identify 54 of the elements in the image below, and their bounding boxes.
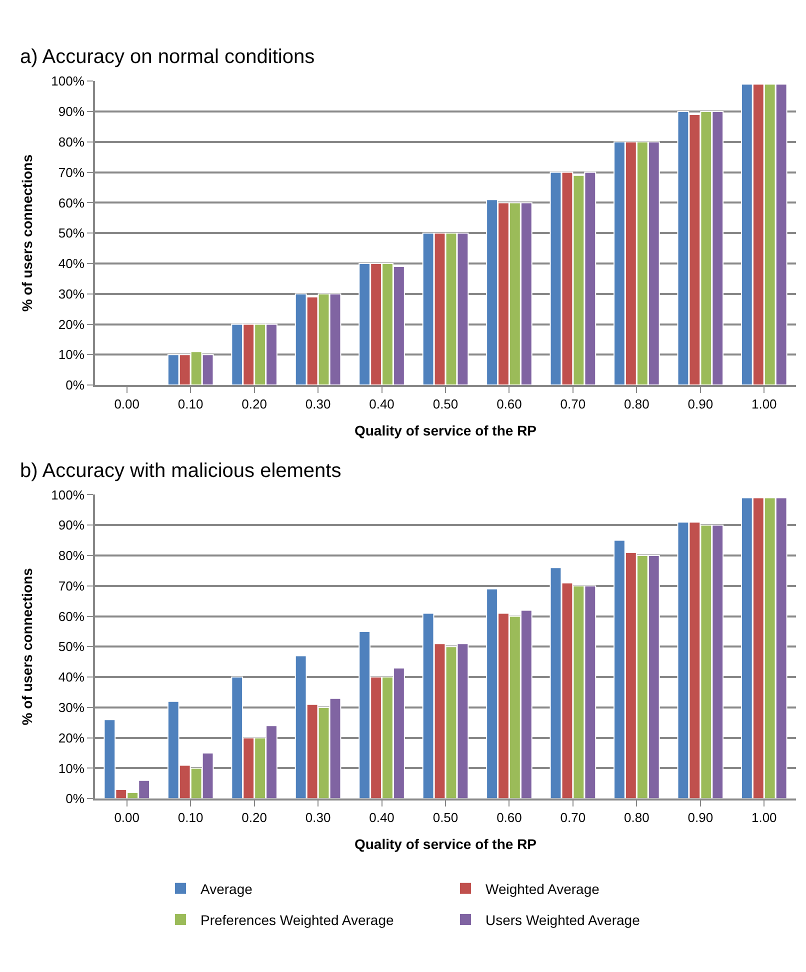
chart-title: b) Accuracy with malicious elements: [20, 460, 342, 482]
y-tick-label: 60%: [58, 195, 85, 210]
x-tick-label: 0.00: [114, 396, 140, 412]
x-tick-label: 1.00: [751, 396, 777, 412]
x-tick-label: 0.60: [496, 810, 522, 826]
y-tick-label: 30%: [58, 700, 85, 715]
y-tick-label: 50%: [58, 226, 85, 241]
y-tick-label: 90%: [58, 104, 85, 120]
x-tick-label: 0.40: [369, 396, 394, 412]
y-tick-label: 0%: [66, 378, 85, 393]
y-tick-label: 40%: [58, 670, 85, 685]
y-tick-label: 80%: [58, 134, 85, 150]
y-tick-label: 60%: [58, 608, 85, 624]
y-tick-label: 20%: [58, 730, 85, 746]
x-tick-label: 0.10: [178, 810, 204, 826]
legend-label: Users Weighted Average: [486, 912, 640, 928]
y-tick-label: 50%: [58, 639, 85, 654]
x-axis-title: Quality of service of the RP: [354, 422, 537, 438]
x-tick-label: 0.90: [688, 396, 714, 412]
x-tick-label: 0.70: [560, 396, 586, 412]
x-tick-label: 0.80: [624, 396, 650, 412]
x-tick-label: 0.40: [369, 810, 394, 826]
legend-label: Weighted Average: [486, 880, 600, 897]
y-tick-label: 100%: [51, 487, 85, 502]
x-tick-label: 0.60: [496, 396, 522, 412]
x-tick-label: 0.50: [432, 396, 458, 412]
x-axis-title: Quality of service of the RP: [354, 836, 537, 852]
x-tick-label: 0.50: [432, 810, 458, 826]
x-tick-label: 0.70: [560, 810, 586, 826]
y-tick-label: 90%: [58, 518, 85, 533]
chart-title: a) Accuracy on normal conditions: [20, 46, 315, 68]
y-axis-title: % of users connections: [19, 154, 36, 312]
legend-label: Average: [200, 880, 253, 897]
y-tick-label: 70%: [58, 578, 85, 594]
y-tick-label: 40%: [58, 256, 85, 272]
x-tick-label: 0.00: [114, 810, 140, 826]
y-tick-label: 10%: [58, 760, 85, 776]
x-tick-label: 0.20: [242, 810, 267, 826]
y-tick-label: 80%: [58, 548, 85, 564]
x-tick-label: 0.30: [305, 396, 331, 412]
x-tick-label: 0.90: [688, 810, 714, 826]
y-tick-label: 0%: [66, 791, 85, 806]
y-tick-label: 10%: [58, 347, 85, 362]
y-tick-label: 100%: [51, 74, 85, 89]
x-tick-label: 0.30: [305, 810, 331, 826]
legend-label: Preferences Weighted Average: [200, 912, 394, 928]
x-tick-label: 0.10: [178, 396, 204, 412]
x-tick-label: 0.80: [624, 810, 650, 826]
y-axis-title: % of users connections: [19, 568, 36, 726]
y-tick-label: 70%: [58, 164, 85, 180]
y-tick-label: 20%: [58, 316, 85, 332]
x-tick-label: 0.20: [242, 396, 267, 412]
y-tick-label: 30%: [58, 286, 85, 302]
x-tick-label: 1.00: [751, 810, 777, 826]
